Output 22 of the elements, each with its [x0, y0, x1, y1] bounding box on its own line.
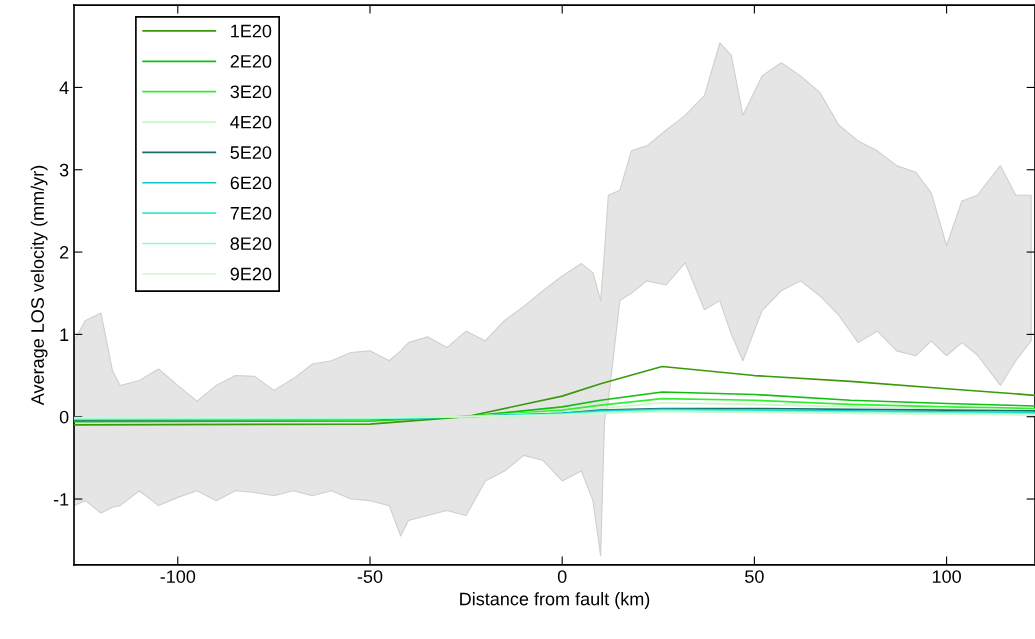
- legend-label: 3E20: [230, 85, 272, 99]
- legend-label: 2E20: [230, 55, 272, 68]
- legend-label: 8E20: [230, 237, 272, 251]
- x-tick-label: 100: [932, 570, 961, 583]
- x-tick-label: 50: [745, 570, 764, 583]
- legend-label: 1E20: [231, 24, 272, 38]
- y-tick-label: 3: [59, 163, 69, 177]
- legend-label: 4E20: [230, 115, 272, 129]
- y-tick-label: 4: [59, 81, 69, 94]
- legend-label: 9E20: [230, 267, 272, 281]
- x-tick-label: -100: [160, 570, 196, 583]
- legend-label: 5E20: [230, 146, 272, 159]
- x-tick-label: -50: [357, 570, 383, 583]
- legend-label: 6E20: [230, 176, 272, 190]
- y-tick-label: 0: [59, 410, 69, 424]
- x-tick-label: 0: [557, 570, 567, 583]
- legend-label: 7E20: [230, 206, 272, 220]
- y-tick-label: 1: [60, 328, 69, 341]
- y-tick-label: -1: [53, 493, 69, 506]
- y-tick-label: 2: [60, 246, 69, 259]
- x-axis-title: Distance from fault (km): [460, 592, 650, 609]
- y-axis-title: Average LOS velocity (mm/yr): [30, 165, 48, 406]
